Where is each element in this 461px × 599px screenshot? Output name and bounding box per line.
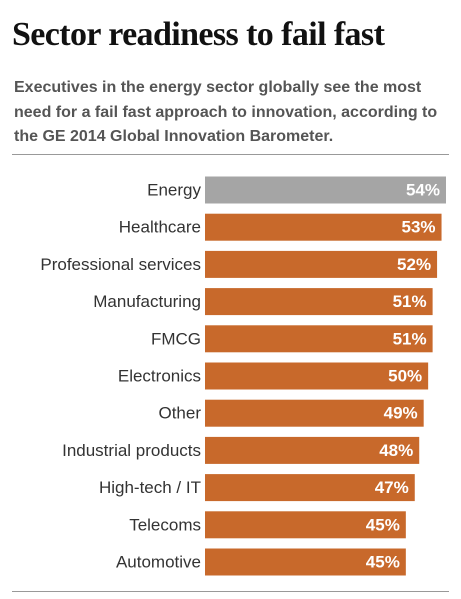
value-label: 45% [366,515,400,534]
value-label: 53% [402,218,436,237]
category-label: Automotive [116,552,201,571]
bar [205,548,406,576]
category-label: High-tech / IT [99,478,201,497]
category-label: FMCG [151,329,201,348]
category-label: Other [158,404,201,423]
bar [205,288,433,316]
bar [205,511,406,539]
bar [205,176,446,204]
value-label: 47% [375,478,409,497]
bar [205,436,420,464]
bar [205,399,424,427]
category-label: Manufacturing [93,292,201,311]
category-label: Electronics [118,366,201,385]
bar [205,325,433,353]
bar [205,362,429,390]
value-label: 50% [388,366,422,385]
value-label: 45% [366,552,400,571]
value-label: 51% [393,329,427,348]
category-label: Healthcare [119,218,201,237]
bar [205,474,415,502]
value-label: 48% [379,441,413,460]
bar [205,250,438,278]
value-label: 49% [384,404,418,423]
chart-subtitle: Executives in the energy sector globally… [14,79,438,145]
category-label: Energy [147,180,201,199]
bar [205,213,442,241]
category-label: Professional services [40,255,201,274]
value-label: 54% [406,180,440,199]
chart-title: Sector readiness to fail fast [12,16,385,53]
value-label: 52% [397,255,431,274]
category-label: Industrial products [62,441,201,460]
value-label: 51% [393,292,427,311]
category-label: Telecoms [129,515,201,534]
